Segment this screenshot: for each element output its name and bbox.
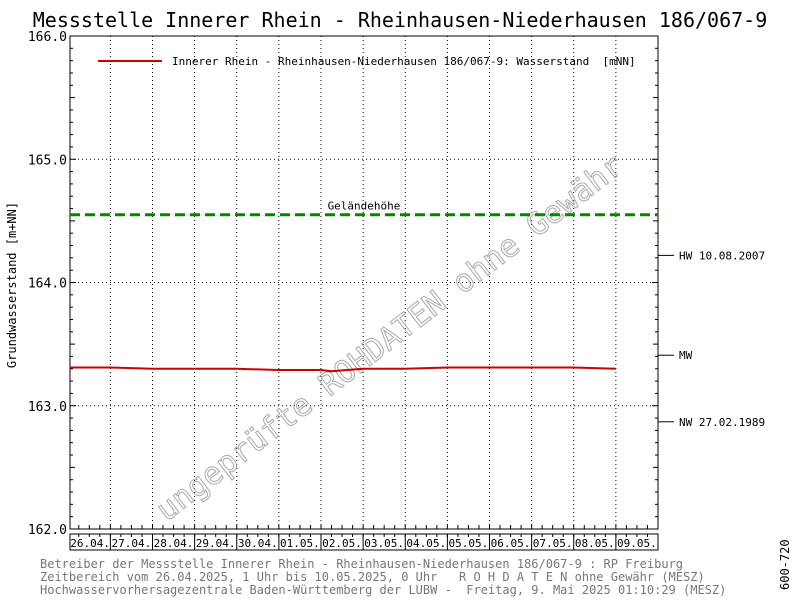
right-markers: HW 10.08.2007 MW NW 27.02.1989: [658, 249, 765, 429]
right-marker-label: NW 27.02.1989: [679, 416, 765, 429]
x-tick-label: 01.05.: [280, 537, 320, 550]
x-tick-label: 30.04.: [238, 537, 278, 550]
x-tick-label: 06.05.: [491, 537, 531, 550]
x-tick-label: 07.05.: [533, 537, 573, 550]
x-tick-label: 26.04.: [70, 537, 110, 550]
right-marker-label: MW: [679, 349, 693, 362]
y-axis-label: Grundwasserstand [m+NN]: [5, 202, 19, 368]
footer-time-range: Zeitbereich vom 26.04.2025, 1 Uhr bis 10…: [40, 570, 705, 584]
footer-operator: Betreiber der Messstelle Innerer Rhein -…: [40, 557, 683, 571]
y-tick-label: 162.0: [28, 523, 67, 538]
y-tick-label: 164.0: [28, 277, 67, 292]
x-tick-label: 05.05.: [449, 537, 489, 550]
data-series: [70, 366, 616, 373]
x-tick-label: 03.05.: [364, 537, 404, 550]
x-tick-label: 28.04.: [154, 537, 194, 550]
y-tick-label: 165.0: [28, 153, 67, 168]
x-tick-label: 04.05.: [406, 537, 446, 550]
x-tick-label: 02.05.: [322, 537, 362, 550]
reference-lines: Geländehöhe: [70, 200, 658, 217]
y-axis: 162.0 163.0 164.0 165.0 166.0: [28, 30, 658, 538]
right-marker-label: HW 10.08.2007: [679, 249, 765, 262]
y-tick-label: 163.0: [28, 400, 67, 415]
x-axis-band: [69, 533, 659, 551]
legend: Innerer Rhein - Rheinhausen-Niederhausen…: [98, 55, 636, 68]
reference-line-label: Geländehöhe: [328, 200, 401, 213]
footer-publisher: Hochwasservorhersagezentrale Baden-Württ…: [40, 583, 727, 597]
x-tick-label: 08.05.: [575, 537, 615, 550]
plot-frame: [69, 35, 659, 530]
x-axis: 26.04. 27.04. 28.04. 29.04. 30.04. 01.05. 02.0…: [69, 525, 659, 551]
x-tick-label: 27.04.: [112, 537, 152, 550]
x-tick-label: 09.05.: [617, 537, 657, 550]
y-tick-label: 166.0: [28, 30, 67, 45]
series-line: [70, 366, 616, 373]
x-tick-label: 29.04.: [196, 537, 236, 550]
side-code: 600-720: [778, 539, 792, 590]
chart-title: Messstelle Innerer Rhein - Rheinhausen-N…: [33, 8, 768, 32]
legend-label: Innerer Rhein - Rheinhausen-Niederhausen…: [172, 55, 636, 68]
